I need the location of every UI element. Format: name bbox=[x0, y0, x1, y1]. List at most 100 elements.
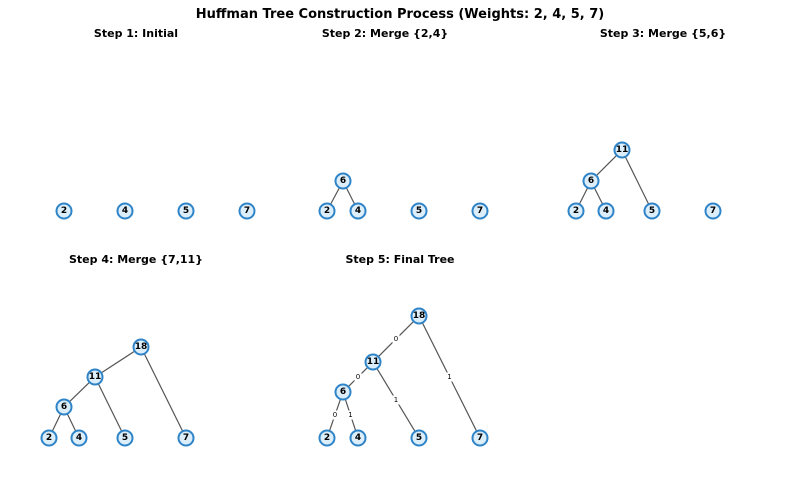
tree-node-7: 7 bbox=[471, 429, 489, 447]
tree-node-7: 7 bbox=[238, 202, 256, 220]
node-label: 4 bbox=[122, 206, 128, 216]
node-label: 5 bbox=[183, 206, 189, 216]
node-circle bbox=[86, 368, 104, 386]
edge-label-bg bbox=[354, 372, 362, 382]
node-label: 7 bbox=[477, 433, 483, 443]
tree-node-11: 11 bbox=[86, 368, 104, 386]
node-label: 7 bbox=[183, 433, 189, 443]
panel-title-step4: Step 4: Merge {7,11} bbox=[68, 253, 204, 266]
node-label: 7 bbox=[244, 206, 250, 216]
tree-node-2: 2 bbox=[567, 202, 585, 220]
tree-node-5: 5 bbox=[116, 429, 134, 447]
node-circle bbox=[116, 429, 134, 447]
panel-title-step5: Step 5: Final Tree bbox=[345, 253, 455, 266]
edge-label-bg bbox=[392, 395, 400, 405]
tree-node-2: 2 bbox=[318, 429, 336, 447]
tree-node-5: 5 bbox=[177, 202, 195, 220]
node-label: 5 bbox=[122, 433, 128, 443]
edge-n18-n11 bbox=[100, 350, 136, 374]
tree-node-4: 4 bbox=[116, 202, 134, 220]
node-circle bbox=[40, 429, 58, 447]
edge-n6-n2 bbox=[330, 187, 340, 205]
panel-title-step1: Step 1: Initial bbox=[93, 27, 179, 40]
node-circle bbox=[410, 307, 428, 325]
tree-node-6: 6 bbox=[55, 398, 73, 416]
node-label: 2 bbox=[61, 206, 67, 216]
node-circle bbox=[238, 202, 256, 220]
edge-label-bg bbox=[392, 334, 400, 344]
edge-n6-n4 bbox=[66, 413, 77, 432]
node-label: 6 bbox=[340, 176, 346, 186]
edge-n6-n4 bbox=[593, 187, 604, 205]
node-label: 6 bbox=[588, 176, 594, 186]
edge-label-n11-n6: 0 bbox=[356, 373, 360, 381]
edge-label-n6-n4: 1 bbox=[348, 411, 352, 419]
edge-label-bg bbox=[331, 410, 339, 420]
node-circle bbox=[597, 202, 615, 220]
tree-node-6: 6 bbox=[582, 172, 600, 190]
node-circle bbox=[177, 429, 195, 447]
node-label: 2 bbox=[573, 206, 579, 216]
node-label: 18 bbox=[413, 311, 426, 321]
panel-title-step3: Step 3: Merge {5,6} bbox=[599, 27, 727, 40]
node-label: 11 bbox=[616, 145, 629, 155]
node-circle bbox=[349, 429, 367, 447]
node-label: 6 bbox=[340, 387, 346, 397]
node-label: 2 bbox=[46, 433, 52, 443]
node-circle bbox=[364, 353, 382, 371]
figure-title: Huffman Tree Construction Process (Weigh… bbox=[195, 7, 605, 22]
tree-node-7: 7 bbox=[704, 202, 722, 220]
tree-node-2: 2 bbox=[55, 202, 73, 220]
node-circle bbox=[177, 202, 195, 220]
node-circle bbox=[334, 383, 352, 401]
edge-n11-n5 bbox=[97, 383, 123, 432]
edge-label-n18-n11: 0 bbox=[394, 335, 398, 343]
node-label: 11 bbox=[367, 357, 380, 367]
node-label: 4 bbox=[603, 206, 609, 216]
node-label: 6 bbox=[61, 402, 67, 412]
tree-node-5: 5 bbox=[410, 429, 428, 447]
tree-node-4: 4 bbox=[597, 202, 615, 220]
node-circle bbox=[471, 429, 489, 447]
edge-n11-n5 bbox=[624, 156, 650, 205]
node-circle bbox=[132, 338, 150, 356]
edge-n6-n2 bbox=[51, 413, 62, 432]
node-circle bbox=[318, 202, 336, 220]
panel-step3: 11 6 2 4 5 7 bbox=[567, 141, 722, 220]
node-label: 7 bbox=[710, 206, 716, 216]
node-label: 18 bbox=[135, 342, 148, 352]
node-label: 7 bbox=[477, 206, 483, 216]
tree-node-18: 18 bbox=[132, 338, 150, 356]
edge-n6-n2 bbox=[578, 187, 589, 205]
node-circle bbox=[410, 429, 428, 447]
node-label: 4 bbox=[76, 433, 82, 443]
node-circle bbox=[116, 202, 134, 220]
node-circle bbox=[567, 202, 585, 220]
tree-node-4: 4 bbox=[349, 429, 367, 447]
panel-step1: 2 4 5 7 bbox=[55, 202, 256, 220]
node-circle bbox=[643, 202, 661, 220]
panel-title-step2: Step 2: Merge {2,4} bbox=[321, 27, 449, 40]
node-circle bbox=[334, 172, 352, 190]
node-label: 5 bbox=[416, 206, 422, 216]
node-circle bbox=[471, 202, 489, 220]
tree-node-2: 2 bbox=[318, 202, 336, 220]
tree-node-18: 18 bbox=[410, 307, 428, 325]
tree-node-5: 5 bbox=[410, 202, 428, 220]
edge-label-bg bbox=[446, 372, 453, 382]
node-circle bbox=[582, 172, 600, 190]
node-circle bbox=[318, 429, 336, 447]
tree-node-4: 4 bbox=[70, 429, 88, 447]
node-circle bbox=[704, 202, 722, 220]
node-label: 4 bbox=[355, 433, 361, 443]
panel-step4: 18 11 6 2 4 5 7 bbox=[40, 338, 195, 447]
edge-label-n18-n7: 1 bbox=[447, 373, 451, 381]
tree-node-5: 5 bbox=[643, 202, 661, 220]
tree-node-7: 7 bbox=[177, 429, 195, 447]
tree-node-11: 11 bbox=[613, 141, 631, 159]
edge-n11-n6 bbox=[595, 154, 618, 177]
node-label: 11 bbox=[89, 372, 102, 382]
tree-node-11: 11 bbox=[364, 353, 382, 371]
edge-n18-n7 bbox=[143, 353, 184, 432]
